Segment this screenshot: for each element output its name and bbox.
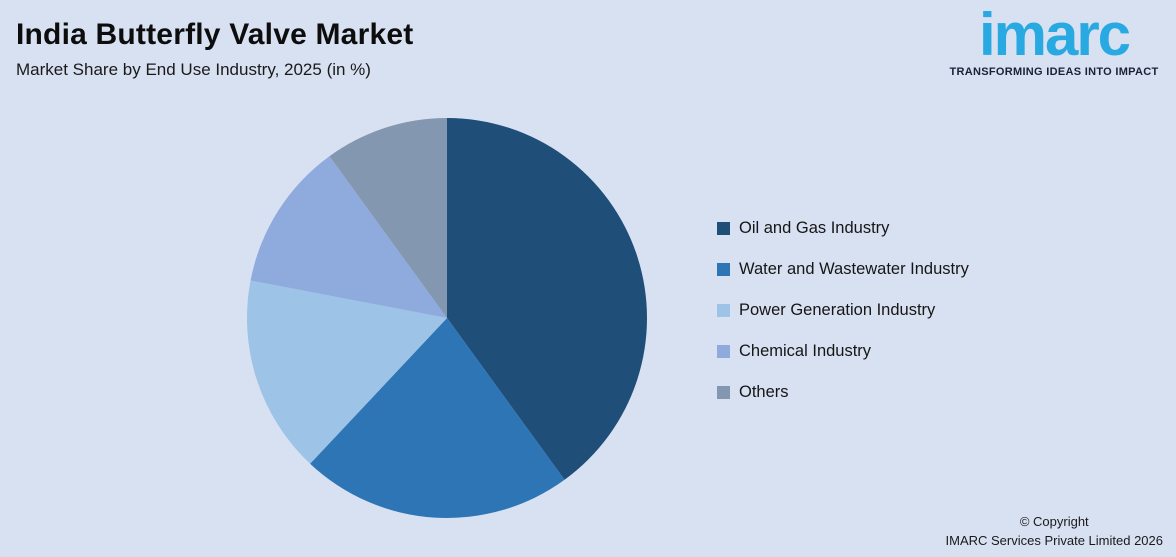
- pie-slice-oil-and-gas-industry: [447, 118, 647, 480]
- imarc-wordmark: imarc: [978, 1, 1131, 68]
- pie-slice-chemical-industry: [250, 156, 447, 318]
- legend-item-label: Power Generation Industry: [739, 300, 936, 319]
- legend-swatch-icon: [717, 385, 730, 399]
- page-subtitle: Market Share by End Use Industry, 2025 (…: [16, 60, 371, 79]
- legend-swatch-icon: [717, 262, 730, 276]
- legend-item-others: Others: [717, 382, 969, 401]
- legend-item-label: Oil and Gas Industry: [739, 218, 890, 237]
- legend-item-label: Water and Wastewater Industry: [739, 259, 969, 278]
- legend-swatch-icon: [717, 221, 730, 235]
- pie-slice-others: [329, 118, 447, 318]
- copyright-line2: IMARC Services Private Limited 2026: [945, 533, 1163, 548]
- pie-slice-water-and-wastewater-industry: [310, 318, 565, 518]
- legend-item-chemical: Chemical Industry: [717, 341, 969, 360]
- chart-legend: Oil and Gas Industry Water and Wastewate…: [717, 218, 969, 401]
- header: India Butterfly Valve Market Market Shar…: [16, 18, 413, 80]
- copyright-line1: © Copyright: [1019, 514, 1089, 529]
- legend-swatch-icon: [717, 344, 730, 358]
- pie-slice-power-generation-industry: [246, 280, 447, 464]
- legend-item-oil-and-gas: Oil and Gas Industry: [717, 218, 969, 237]
- legend-item-label: Others: [739, 382, 789, 401]
- legend-item-power-generation: Power Generation Industry: [717, 300, 969, 319]
- page-title: India Butterfly Valve Market: [16, 18, 414, 51]
- legend-swatch-icon: [717, 303, 730, 317]
- imarc-tagline: TRANSFORMING IDEAS INTO IMPACT: [949, 66, 1159, 78]
- imarc-logo: imarc TRANSFORMING IDEAS INTO IMPACT: [937, 1, 1171, 79]
- copyright-notice: © Copyright IMARC Services Private Limit…: [946, 512, 1163, 550]
- legend-item-water-and-wastewater: Water and Wastewater Industry: [717, 259, 969, 278]
- legend-item-label: Chemical Industry: [739, 341, 872, 360]
